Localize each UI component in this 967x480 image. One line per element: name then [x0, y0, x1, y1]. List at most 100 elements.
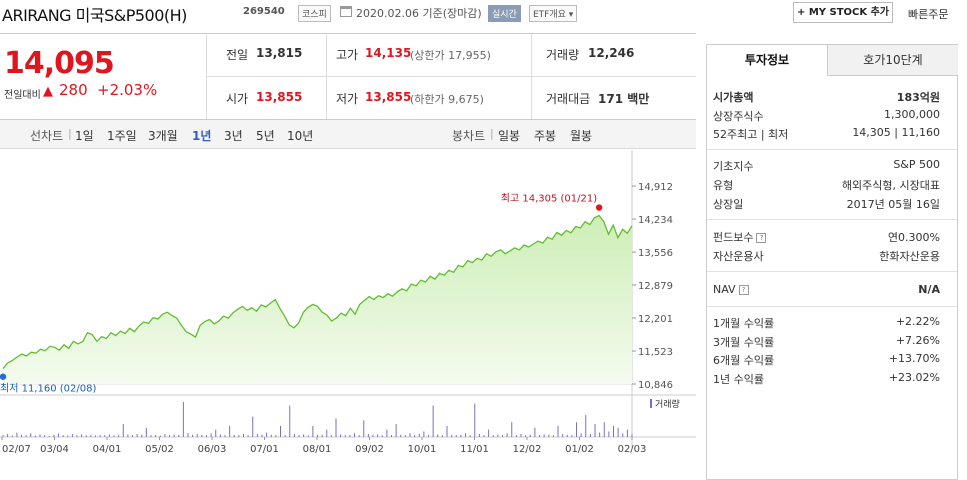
- y-tick-label: 14,234: [638, 215, 673, 226]
- market-badge: 코스피: [298, 5, 331, 22]
- calendar-icon: [340, 6, 352, 17]
- listing-date-label: 상장일: [713, 198, 744, 211]
- candle-monthly[interactable]: 월봉: [570, 129, 593, 143]
- x-tick-label: 02/03: [618, 444, 647, 455]
- volume-value: 12,246: [588, 46, 635, 60]
- week52-value: 14,305 | 11,160: [852, 126, 940, 139]
- low-label: 저가: [336, 92, 359, 106]
- y-tick-label: 12,879: [638, 281, 673, 292]
- market-cap-value: 183억원: [896, 91, 940, 104]
- base-index-value: S&P 500: [893, 158, 940, 171]
- y-tick-label: 14,912: [638, 182, 673, 193]
- price-chart-svg: 14,912 14,234 13,556 12,879 12,201 11,523 10,8…: [0, 150, 696, 455]
- return-1m-label: 1개월 수익률: [713, 317, 775, 330]
- period-5y[interactable]: 5년: [256, 129, 275, 143]
- x-tick-label: 08/01: [303, 444, 332, 455]
- question-icon[interactable]: ?: [756, 233, 767, 243]
- divider: |: [68, 127, 72, 140]
- return-6m-label: 6개월 수익률: [713, 354, 775, 367]
- fund-fee-row: 펀드보수?: [713, 229, 767, 245]
- price-line: [2, 214, 633, 370]
- candle-weekly[interactable]: 주봉: [534, 129, 557, 143]
- stock-code: 269540: [243, 6, 285, 17]
- tab-investment-info[interactable]: 투자정보: [707, 45, 827, 76]
- return-3m-label: 3개월 수익률: [713, 336, 775, 349]
- x-tick-label: 11/01: [460, 444, 489, 455]
- volume-legend-swatch: [650, 399, 652, 408]
- period-1d[interactable]: 1일: [75, 129, 94, 143]
- asset-manager-value: 한화자산운용: [879, 250, 940, 263]
- high-value: 14,135: [365, 46, 412, 60]
- price-chart[interactable]: 14,912 14,234 13,556 12,879 12,201 11,523 10,8…: [0, 150, 696, 480]
- open-value: 13,855: [256, 90, 303, 104]
- divider: [206, 76, 696, 77]
- divider: [707, 219, 957, 220]
- high-marker: [595, 204, 603, 211]
- price-change: 280: [59, 81, 88, 99]
- fund-fee-label: 펀드보수: [713, 231, 754, 244]
- x-tick-label: 04/01: [93, 444, 122, 455]
- y-tick-label: 11,523: [638, 347, 673, 358]
- divider: [531, 34, 532, 120]
- return-3m-value: +7.26%: [895, 334, 940, 347]
- divider: [707, 306, 957, 307]
- period-1w[interactable]: 1주일: [107, 129, 137, 143]
- prev-close-value: 13,815: [256, 46, 303, 60]
- candle-chart-label: 봉차트: [452, 129, 486, 143]
- week52-label: 52주최고 | 최저: [713, 128, 789, 141]
- shares-value: 1,300,000: [884, 108, 940, 121]
- divider: [707, 271, 957, 272]
- listing-date-value: 2017년 05월 16일: [846, 198, 940, 211]
- type-label: 유형: [713, 179, 734, 192]
- divider: [707, 149, 957, 150]
- low-annotation: 최저 11,160 (02/08): [0, 383, 96, 395]
- lower-limit: (하한가 9,675): [410, 93, 484, 106]
- line-chart-label: 선차트: [30, 129, 64, 143]
- asset-manager-label: 자산운용사: [713, 250, 764, 263]
- volume-label: 거래량: [546, 48, 580, 62]
- x-tick-label: 07/01: [250, 444, 279, 455]
- period-1y[interactable]: 1년: [192, 129, 212, 143]
- period-10y[interactable]: 10년: [287, 129, 314, 143]
- return-1m-value: +2.22%: [895, 315, 940, 328]
- current-price: 14,095: [4, 46, 115, 81]
- quote-date: 2020.02.06 기준(장마감): [356, 7, 482, 20]
- tab-orderbook-10[interactable]: 호가10단계: [827, 45, 958, 76]
- base-index-label: 기초지수: [713, 160, 754, 173]
- y-tick-label: 12,201: [638, 314, 673, 325]
- amount-label: 거래대금: [546, 92, 591, 106]
- amount-value: 171 백만: [598, 92, 650, 106]
- high-annotation: 최고 14,305 (01/21): [501, 193, 597, 205]
- question-icon[interactable]: ?: [738, 285, 749, 295]
- y-tick-label: 13,556: [638, 248, 673, 259]
- my-stock-add-button[interactable]: + MY STOCK 추가: [793, 2, 893, 23]
- return-6m-value: +13.70%: [888, 352, 940, 365]
- change-label: 전일대비: [4, 90, 41, 101]
- x-tick-label: 01/02: [565, 444, 594, 455]
- chart-period-bar: 선차트 | 1일 1주일 3개월 1년 3년 5년 10년 봉차트 | 일봉 주…: [0, 119, 696, 149]
- x-tick-label: 09/02: [355, 444, 384, 455]
- period-3m[interactable]: 3개월: [148, 129, 178, 143]
- candle-daily[interactable]: 일봉: [498, 129, 521, 143]
- etf-overview-dropdown[interactable]: ETF개요 ▾: [529, 5, 578, 22]
- prev-close-label: 전일: [226, 48, 249, 62]
- x-tick-label: 12/02: [513, 444, 542, 455]
- etf-overview-label: ETF개요: [533, 10, 566, 20]
- x-tick-label: 06/03: [198, 444, 227, 455]
- up-triangle-icon: ▲: [43, 84, 53, 99]
- realtime-button[interactable]: 실시간: [488, 5, 521, 22]
- period-3y[interactable]: 3년: [224, 129, 243, 143]
- open-label: 시가: [226, 92, 249, 106]
- market-cap-label: 시가총액: [713, 91, 754, 104]
- investment-info-panel: 투자정보 호가10단계 시가총액 183억원 상장주식수 1,300,000 5…: [706, 44, 958, 480]
- fund-fee-value: 연0.300%: [887, 231, 940, 244]
- upper-limit: (상한가 17,955): [410, 49, 491, 62]
- nav-value: N/A: [918, 283, 940, 296]
- x-tick-label: 10/01: [408, 444, 437, 455]
- quick-order-link[interactable]: 빠른주문: [908, 8, 949, 21]
- type-value: 해외주식형, 시장대표: [841, 179, 940, 192]
- low-marker: [0, 373, 7, 380]
- nav-row: NAV?: [713, 283, 749, 296]
- return-1y-label: 1년 수익률: [713, 373, 764, 386]
- return-1y-value: +23.02%: [888, 371, 940, 384]
